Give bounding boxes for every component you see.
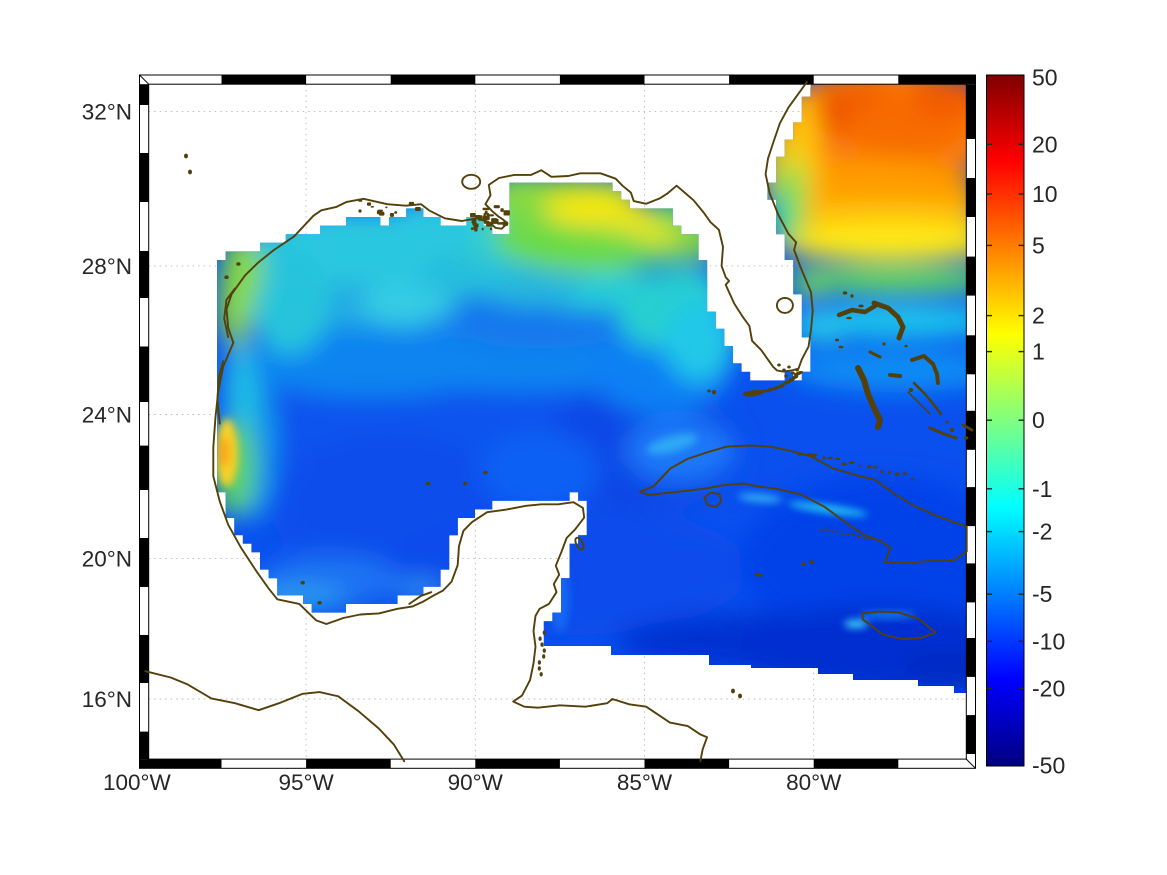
svg-text:100°W: 100°W [103,770,172,795]
svg-text:20°N: 20°N [82,547,132,572]
svg-text:16°N: 16°N [82,687,132,712]
svg-text:32°N: 32°N [82,100,132,125]
svg-text:-5: -5 [1032,581,1052,607]
svg-text:0: 0 [1032,407,1045,433]
svg-text:2: 2 [1032,303,1045,329]
svg-text:-1: -1 [1032,476,1052,502]
svg-text:1: 1 [1032,339,1045,365]
svg-text:85°W: 85°W [617,770,673,795]
svg-text:-20: -20 [1032,675,1065,701]
svg-text:24°N: 24°N [82,403,132,428]
svg-text:-2: -2 [1032,519,1052,545]
svg-text:20: 20 [1032,131,1058,157]
svg-text:28°N: 28°N [82,254,132,279]
svg-text:-50: -50 [1032,753,1065,779]
svg-text:50: 50 [1032,64,1058,90]
svg-text:5: 5 [1032,232,1045,258]
svg-text:90°W: 90°W [448,770,504,795]
svg-text:10: 10 [1032,181,1058,207]
svg-text:-10: -10 [1032,628,1065,654]
svg-text:95°W: 95°W [278,770,334,795]
svg-text:80°W: 80°W [786,770,842,795]
